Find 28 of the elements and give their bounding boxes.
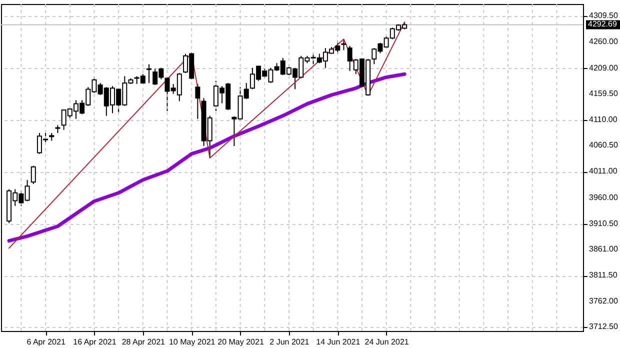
y-tick-label: 4309.50	[589, 10, 618, 20]
x-tick-label: 2 Jun 2021	[270, 338, 310, 346]
y-tick-label: 4011.00	[589, 166, 618, 176]
x-tick-label: 6 Apr 2021	[26, 338, 66, 346]
candlestick	[341, 38, 346, 51]
y-tick-label: 3762.00	[589, 296, 618, 306]
y-tick-label: 4260.00	[589, 36, 618, 46]
x-tick-label: 16 Apr 2021	[73, 338, 117, 346]
x-tick-label: 28 Apr 2021	[122, 338, 166, 346]
y-tick-label: 4110.00	[589, 114, 618, 124]
y-tick-label: 3712.50	[589, 322, 618, 332]
line-series	[8, 21, 406, 249]
x-tick-label: 20 May 2021	[218, 338, 264, 346]
candlestick	[146, 64, 152, 84]
ref-line-label: 4292.69	[588, 20, 618, 29]
x-tick-label: 10 May 2021	[168, 338, 216, 346]
y-tick-label: 3861.00	[589, 244, 618, 254]
y-tick-label: 4159.50	[589, 89, 618, 98]
candlestick	[195, 83, 200, 120]
y-tick-label: 4060.50	[589, 140, 618, 150]
x-tick-label: 24 Jun 2021	[364, 338, 410, 346]
x-tick-label: 14 Jun 2021	[316, 338, 361, 346]
line-series	[7, 72, 406, 243]
y-tick-label: 4209.00	[589, 63, 618, 72]
y-tick-label: 3910.50	[589, 218, 618, 228]
candlestick	[30, 165, 36, 185]
y-tick-label: 3960.00	[589, 193, 618, 202]
y-tick-label: 3811.50	[589, 270, 618, 280]
